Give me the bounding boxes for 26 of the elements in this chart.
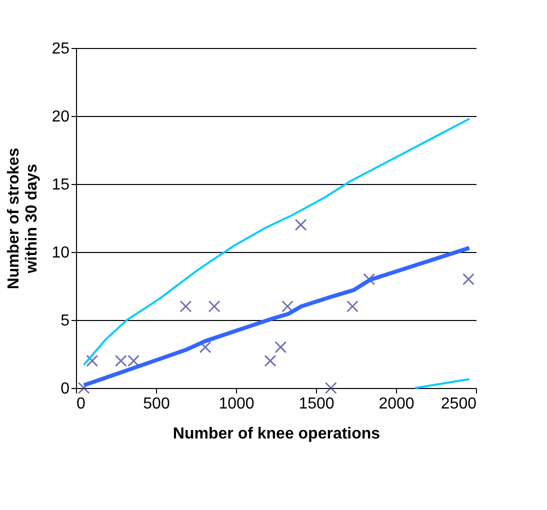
point bbox=[324, 382, 337, 394]
point bbox=[199, 341, 212, 354]
point bbox=[208, 300, 220, 312]
point bbox=[462, 273, 474, 286]
x-tick-label: 1500 bbox=[298, 396, 334, 412]
x-tick-label: 0 bbox=[76, 396, 86, 412]
point bbox=[264, 354, 276, 367]
point bbox=[274, 341, 287, 354]
x-tick-label: 1000 bbox=[218, 396, 254, 412]
y-tick-label: 20 bbox=[52, 108, 70, 126]
x-axis-title: Number of knee operations bbox=[172, 426, 380, 442]
point bbox=[86, 354, 98, 367]
x-tick-label: 500 bbox=[143, 396, 170, 412]
x-tick-label: 2500 bbox=[440, 396, 477, 412]
y-tick-label: 0 bbox=[60, 380, 70, 398]
point bbox=[346, 300, 358, 312]
line-series bbox=[82, 118, 470, 366]
y-tick-label: 25 bbox=[52, 40, 70, 58]
y-tick-label: 5 bbox=[60, 312, 70, 330]
x-tick-label: 2000 bbox=[378, 396, 414, 412]
line-series bbox=[82, 246, 472, 388]
y-axis-title: Number of strokes within 30 days bbox=[6, 148, 41, 290]
y-tick-label: 10 bbox=[52, 244, 70, 262]
point bbox=[294, 218, 307, 231]
y-tick-label: 15 bbox=[52, 176, 70, 194]
point bbox=[180, 300, 192, 312]
